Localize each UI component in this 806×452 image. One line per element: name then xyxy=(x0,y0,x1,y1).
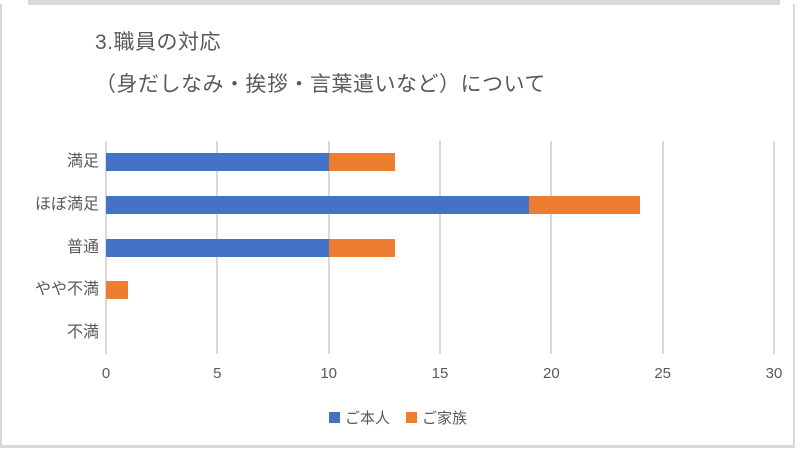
x-tick-label: 30 xyxy=(765,365,783,382)
category-label: ほぼ満足 xyxy=(34,195,99,213)
gridline-20 xyxy=(550,141,553,354)
legend-swatch-icon xyxy=(406,411,417,423)
legend-swatch-icon xyxy=(328,411,340,423)
bar-segment-series-0 xyxy=(106,153,329,172)
plot-area xyxy=(105,141,775,354)
gridline-25 xyxy=(661,141,664,354)
x-tick-label: 5 xyxy=(213,365,222,382)
category-label: 普通 xyxy=(66,238,99,256)
chart-title-line-1: 3.職員の対応 xyxy=(95,31,222,54)
legend-label: ご本人 xyxy=(344,409,390,427)
value-axis: 0 5 10 15 20 25 30 xyxy=(102,365,783,385)
bar-segment-series-1 xyxy=(328,238,396,257)
bar-segment-series-1 xyxy=(328,153,396,172)
category-label: 満足 xyxy=(66,153,99,171)
bar-segment-series-0 xyxy=(106,238,329,257)
bar-row xyxy=(106,281,775,300)
bar-row xyxy=(106,324,775,342)
x-tick-label: 20 xyxy=(542,365,560,382)
legend-item-series-0: ご本人 xyxy=(328,407,390,428)
category-label: 不満 xyxy=(66,323,99,341)
chart-frame-border-left xyxy=(0,4,2,448)
chart-frame-border-top xyxy=(28,0,780,5)
bar-row xyxy=(106,195,775,214)
x-tick-label: 10 xyxy=(320,365,337,382)
bar-segment-series-1 xyxy=(106,281,129,300)
x-tick-label: 0 xyxy=(101,365,111,382)
chart-title: 3.職員の対応 （身だしなみ・挨拶・言葉遣いなど）について xyxy=(95,22,546,106)
bar-segment-series-0 xyxy=(106,195,530,214)
x-tick-label: 15 xyxy=(431,365,449,382)
category-axis: 満足ほぼ満足普通やや不満不満 xyxy=(0,141,99,354)
legend-item-series-1: ご家族 xyxy=(406,407,467,428)
chart-title-line-2: （身だしなみ・挨拶・言葉遣いなど）について xyxy=(95,73,546,96)
category-label: やや不満 xyxy=(34,281,99,299)
x-tick-label: 25 xyxy=(654,365,671,382)
chart-frame-border-bottom xyxy=(0,445,795,448)
chart-frame-border-right xyxy=(793,4,795,448)
legend-label: ご家族 xyxy=(422,409,468,427)
bar-row xyxy=(106,238,775,257)
bar-row xyxy=(106,153,775,172)
bar-segment-series-1 xyxy=(529,195,641,214)
gridline-15 xyxy=(439,141,441,354)
gridline-30 xyxy=(773,141,775,354)
legend: ご本人 ご家族 xyxy=(0,407,796,427)
